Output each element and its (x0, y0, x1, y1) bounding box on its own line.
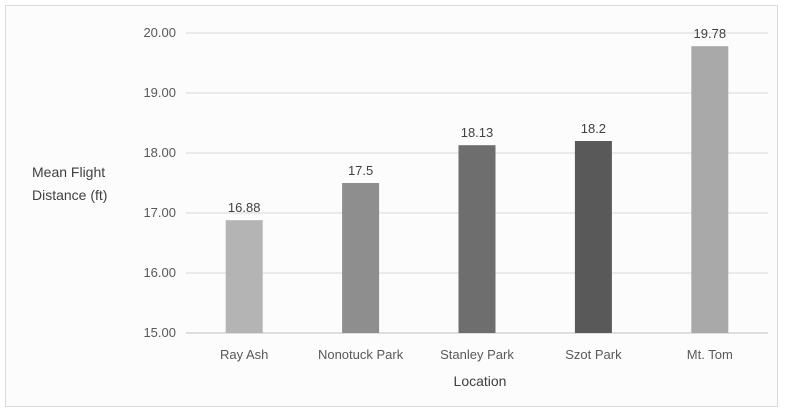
bar (691, 46, 729, 333)
data-label: 18.13 (461, 125, 494, 140)
category-label: Nonotuck Park (318, 347, 404, 362)
bar (458, 145, 496, 333)
category-label: Stanley Park (440, 347, 514, 362)
data-label: 16.88 (228, 200, 261, 215)
y-tick-label: 16.00 (143, 265, 176, 280)
bar (225, 220, 263, 333)
gridlines (186, 32, 768, 334)
y-tick-label: 19.00 (143, 85, 176, 100)
category-label: Ray Ash (220, 347, 268, 362)
data-label: 18.2 (581, 121, 606, 136)
bars (225, 46, 729, 333)
category-labels: Ray Ash Nonotuck Park Stanley Park Szot Par… (220, 347, 733, 362)
chart-frame (5, 5, 778, 407)
y-tick-labels: 15.00 16.00 17.00 18.00 19.00 20.00 (143, 25, 176, 340)
x-axis-title: Location (454, 373, 507, 389)
bar (574, 141, 612, 333)
category-label: Szot Park (565, 347, 622, 362)
bar (342, 183, 380, 333)
y-axis-title-line1: Mean Flight (32, 164, 105, 180)
y-tick-label: 17.00 (143, 205, 176, 220)
y-axis-title-line2: Distance (ft) (32, 187, 107, 203)
data-label: 17.5 (348, 163, 373, 178)
y-tick-label: 18.00 (143, 145, 176, 160)
category-label: Mt. Tom (687, 347, 733, 362)
data-label: 19.78 (694, 26, 727, 41)
y-tick-label: 20.00 (143, 25, 176, 40)
y-tick-label: 15.00 (143, 325, 176, 340)
data-labels: 16.88 17.5 18.13 18.2 19.78 (228, 26, 726, 215)
